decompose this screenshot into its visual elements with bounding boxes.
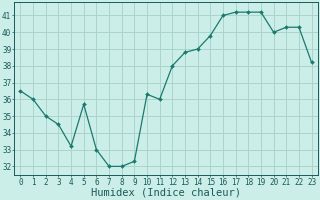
X-axis label: Humidex (Indice chaleur): Humidex (Indice chaleur) bbox=[91, 188, 241, 198]
